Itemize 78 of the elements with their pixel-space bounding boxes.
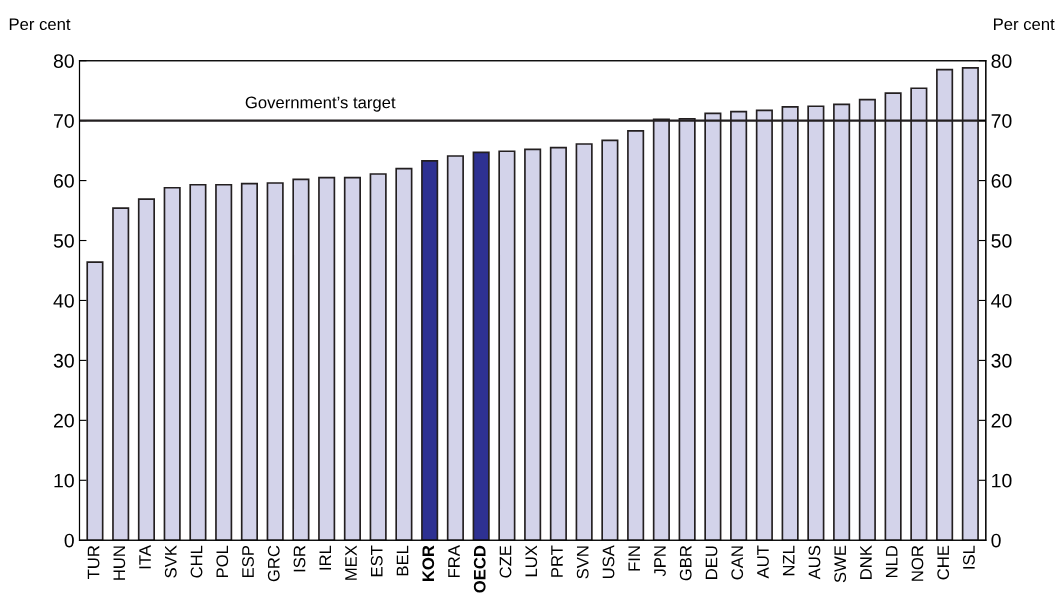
x-tick-label: ESP	[242, 545, 254, 578]
x-tick-label: NZL	[782, 545, 795, 576]
x-tick-label: AUS	[808, 545, 821, 580]
y-tick-label: 10	[54, 473, 74, 488]
bar	[498, 150, 516, 541]
x-tick-label: DNK	[860, 545, 872, 579]
bar	[343, 176, 361, 541]
bar	[421, 159, 439, 541]
x-tick-label: TUR	[87, 545, 100, 579]
bar	[266, 182, 284, 541]
x-tick-label: POL	[216, 545, 229, 578]
bar	[395, 167, 413, 541]
bar	[446, 155, 464, 541]
bar	[524, 148, 542, 541]
y-tick-label: 80	[53, 54, 74, 68]
y-tick-label: 40	[53, 293, 74, 308]
x-tick-label: SWE	[834, 545, 847, 583]
bar	[601, 139, 619, 541]
x-tick-label: AUT	[757, 545, 769, 579]
x-tick-label: IRL	[319, 545, 331, 570]
y2-tick-label: 60	[991, 174, 1012, 188]
y2-tick-label: 0	[991, 533, 1001, 548]
y-tick-label: 20	[53, 413, 74, 428]
x-tick-label: BEL	[396, 545, 409, 576]
x-tick-label: ISR	[293, 545, 306, 572]
y-tick-label: 50	[53, 233, 74, 248]
y2-tick-label: 10	[992, 473, 1012, 488]
y2-tick-label: 20	[991, 413, 1012, 428]
ref-line-label: Government’s target	[245, 96, 396, 112]
x-tick-label: CAN	[731, 546, 744, 580]
x-tick-label: GRC	[267, 545, 280, 582]
y2-tick-label: 80	[991, 54, 1012, 68]
y-tick-label: 30	[53, 353, 74, 368]
x-tick-label: USA	[602, 545, 615, 579]
bar	[549, 146, 567, 541]
bar	[86, 261, 104, 541]
x-tick-label: DEU	[705, 546, 718, 579]
y2-tick-label: 70	[991, 114, 1012, 128]
x-tick-label: ITA	[139, 545, 151, 569]
bar	[163, 186, 181, 541]
bar	[369, 173, 387, 541]
bar	[189, 183, 207, 541]
x-tick-label: FRA	[448, 545, 460, 578]
x-tick-label: KOR	[422, 545, 435, 582]
bar	[575, 143, 593, 541]
y-tick-label: 0	[64, 533, 74, 548]
x-tick-label: CHL	[190, 545, 203, 578]
bar	[472, 151, 490, 541]
x-tick-label: MEX	[345, 545, 357, 580]
x-tick-label: NLD	[885, 545, 898, 578]
bar	[627, 129, 645, 541]
y2-tick-label: 50	[991, 233, 1012, 248]
x-tick-label: ISL	[963, 545, 975, 569]
y2-axis-title: Per cent	[994, 18, 1055, 31]
bar	[112, 207, 130, 541]
y2-tick-label: 40	[991, 293, 1012, 308]
y2-tick-label: 30	[991, 353, 1012, 368]
y-axis-title: Per cent	[9, 18, 71, 31]
x-tick-label: CHE	[937, 545, 950, 580]
x-tick-label: NOR	[911, 545, 924, 581]
x-tick-label: FIN	[628, 546, 640, 571]
y-tick-label: 70	[54, 114, 74, 128]
x-tick-label: HUN	[113, 546, 126, 580]
x-tick-label: OECD	[473, 545, 486, 593]
x-tick-label: EST	[370, 545, 383, 577]
bar	[292, 178, 310, 541]
bar	[240, 182, 258, 541]
x-tick-label: JPN	[654, 546, 666, 577]
x-tick-label: SVK	[164, 545, 177, 578]
bar	[215, 183, 233, 541]
bar	[137, 198, 156, 541]
y-tick-label: 60	[54, 174, 74, 188]
x-tick-label: CZE	[499, 545, 512, 578]
x-tick-label: PRT	[551, 545, 563, 577]
x-tick-label: LUX	[525, 545, 538, 577]
x-tick-label: GBR	[679, 545, 692, 581]
bar	[318, 176, 336, 541]
x-tick-label: SVN	[576, 546, 589, 579]
